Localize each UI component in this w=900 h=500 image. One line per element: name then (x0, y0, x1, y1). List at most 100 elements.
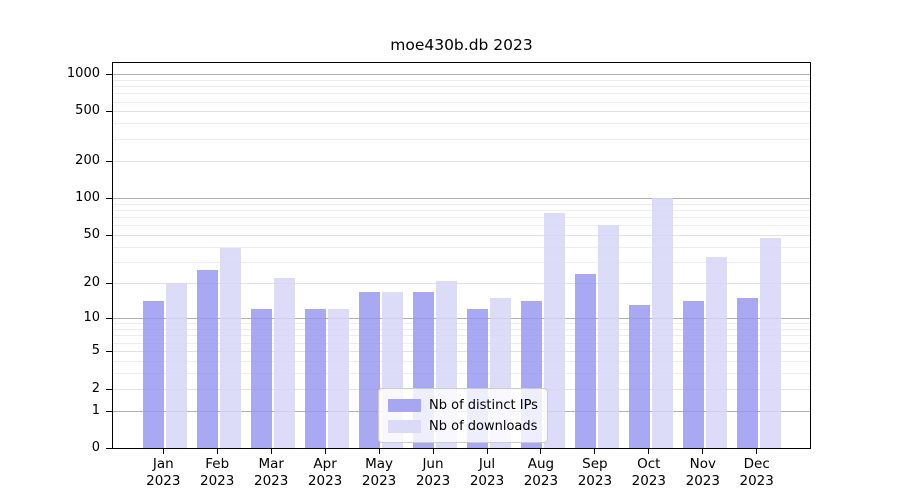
x-tick-year: 2023 (523, 473, 559, 489)
gridline-minor (113, 225, 810, 227)
bar-nb-of-downloads-dec (759, 238, 781, 448)
bar-nb-of-distinct-ips-dec (736, 297, 758, 448)
gridline-major (113, 73, 810, 75)
x-tick-month: Jun (422, 456, 444, 472)
bar-nb-of-distinct-ips-oct (628, 305, 650, 448)
x-tick-month: Feb (205, 456, 230, 472)
bar-nb-of-downloads-nov (705, 257, 727, 448)
y-tick-label: 100 (75, 190, 100, 206)
gridline-minor (113, 85, 810, 87)
bar-nb-of-distinct-ips-feb (197, 269, 219, 448)
legend-item-distinct-ips: Nb of distinct IPs (388, 396, 538, 415)
gridline-minor (113, 210, 810, 211)
gridline-minor (113, 93, 810, 95)
y-tick-label: 10 (83, 310, 100, 326)
y-tick-label: 5 (91, 343, 100, 358)
bar-nb-of-downloads-mar (274, 278, 296, 448)
legend-item-downloads: Nb of downloads (388, 417, 538, 436)
x-tick-label: Jan 2023 (131, 456, 195, 490)
legend-label-distinct-ips: Nb of distinct IPs (429, 397, 538, 413)
y-tick-label: 1000 (66, 65, 100, 81)
bar-nb-of-distinct-ips-sep (574, 273, 596, 448)
legend: Nb of distinct IPs Nb of downloads (378, 388, 548, 443)
gridline-major (113, 318, 810, 320)
gridline-minor (113, 123, 810, 125)
x-tick-label: Apr 2023 (293, 456, 357, 490)
y-tick-label: 1 (91, 402, 100, 418)
x-tick-label: Oct 2023 (617, 456, 681, 490)
x-tick-mark (756, 449, 758, 454)
gridline-light (113, 283, 810, 285)
x-tick-label: Jun 2023 (401, 456, 465, 490)
x-tick-year: 2023 (739, 473, 774, 489)
x-tick-mark (486, 449, 488, 454)
y-tick-mark (106, 410, 112, 412)
bar-nb-of-distinct-ips-apr (305, 309, 327, 448)
gridline-light (113, 160, 810, 162)
x-tick-year: 2023 (361, 473, 397, 489)
x-tick-mark (162, 449, 164, 454)
x-tick-month: Dec (743, 456, 770, 472)
gridline-minor (113, 262, 810, 263)
x-tick-year: 2023 (254, 473, 289, 489)
y-tick-mark (106, 318, 112, 320)
x-tick-label: Mar 2023 (239, 456, 303, 490)
gridline-minor (113, 342, 810, 344)
x-tick-year: 2023 (146, 473, 181, 489)
bar-nb-of-downloads-feb (220, 248, 242, 448)
x-tick-year: 2023 (307, 473, 343, 489)
x-tick-month: Nov (689, 456, 716, 472)
x-tick-month: Apr (313, 456, 337, 472)
bar-nb-of-distinct-ips-jan (143, 301, 165, 448)
x-tick-year: 2023 (631, 473, 666, 489)
y-tick-mark (106, 198, 112, 200)
y-tick-label: 0 (91, 440, 100, 455)
legend-swatch-distinct-ips (388, 399, 421, 412)
x-tick-label: Feb 2023 (185, 456, 249, 490)
gridline-minor (113, 246, 810, 248)
gridline-minor (113, 329, 810, 330)
y-tick-mark (106, 160, 112, 162)
y-tick-label: 20 (83, 275, 100, 291)
legend-label-downloads: Nb of downloads (429, 418, 538, 434)
x-tick-label: Nov 2023 (671, 456, 735, 490)
y-tick-mark (106, 351, 112, 352)
x-tick-mark (432, 449, 434, 454)
y-tick-mark (106, 235, 112, 237)
bar-nb-of-distinct-ips-may (359, 291, 381, 448)
x-tick-mark (594, 449, 596, 454)
x-tick-mark (270, 449, 272, 454)
y-tick-label: 500 (75, 103, 100, 119)
bar-nb-of-distinct-ips-mar (251, 309, 273, 448)
bar-nb-of-downloads-oct (651, 198, 673, 448)
chart-title: moe430b.db 2023 (390, 36, 533, 54)
x-tick-mark (648, 449, 650, 454)
x-tick-year: 2023 (415, 473, 451, 489)
x-tick-mark (702, 449, 704, 454)
x-tick-month: Sep (582, 456, 608, 472)
x-tick-month: Jan (152, 456, 174, 472)
x-tick-label: Jul 2023 (455, 456, 519, 490)
gridline-minor (113, 372, 810, 374)
x-tick-month: Aug (527, 456, 555, 472)
gridline-light (113, 111, 810, 113)
y-tick-mark (106, 388, 112, 390)
y-tick-mark (106, 111, 112, 113)
x-tick-month: May (365, 456, 394, 472)
gridline-major (113, 198, 810, 200)
y-tick-mark (106, 448, 112, 449)
x-tick-mark (378, 449, 380, 454)
x-tick-year: 2023 (577, 473, 613, 489)
gridline-light (113, 351, 810, 352)
legend-swatch-downloads (388, 420, 421, 433)
gridline-minor (113, 138, 810, 140)
y-tick-label: 50 (83, 227, 100, 243)
gridline-minor (113, 217, 810, 219)
gridline-minor (113, 101, 810, 103)
x-tick-year: 2023 (685, 473, 720, 489)
bar-nb-of-downloads-aug (543, 212, 565, 448)
x-tick-year: 2023 (469, 473, 505, 489)
x-tick-mark (540, 449, 542, 454)
y-tick-mark (106, 73, 112, 75)
